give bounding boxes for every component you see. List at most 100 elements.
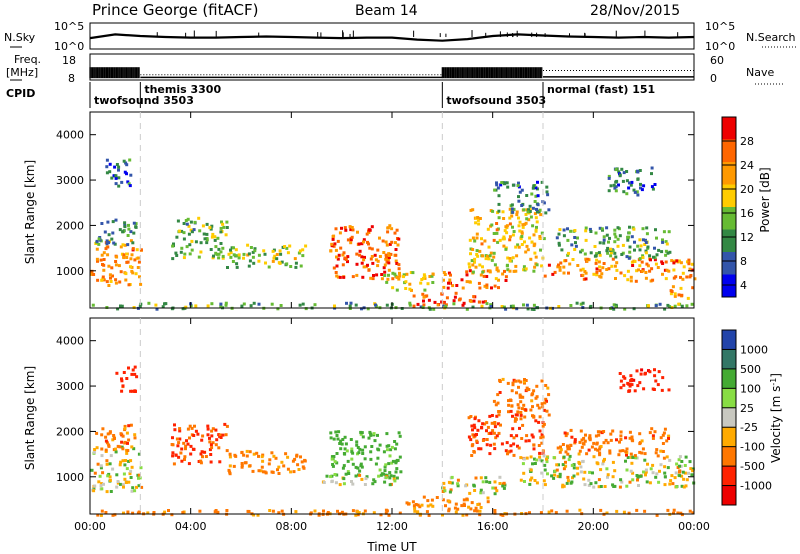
data-cell bbox=[422, 299, 425, 303]
data-cell bbox=[271, 259, 275, 263]
data-cell bbox=[523, 378, 526, 381]
data-cell bbox=[653, 374, 657, 378]
data-cell bbox=[621, 243, 625, 247]
data-cell bbox=[473, 489, 477, 492]
data-cell bbox=[531, 462, 534, 466]
data-cell bbox=[111, 513, 115, 517]
data-cell bbox=[524, 408, 528, 412]
data-cell bbox=[485, 283, 489, 287]
data-cell bbox=[497, 286, 500, 290]
data-cell bbox=[537, 406, 541, 410]
data-cell bbox=[672, 511, 675, 515]
data-cell bbox=[602, 430, 606, 433]
data-cell bbox=[129, 265, 132, 269]
data-cell bbox=[638, 257, 642, 261]
data-cell bbox=[450, 481, 454, 485]
colorbar-tick-label: 16 bbox=[740, 207, 754, 220]
data-cell bbox=[496, 186, 500, 190]
data-cell bbox=[118, 228, 122, 232]
data-cell bbox=[114, 450, 118, 454]
data-cell bbox=[215, 438, 219, 442]
data-cell bbox=[524, 439, 528, 443]
data-cell bbox=[509, 398, 512, 402]
data-cell bbox=[360, 431, 364, 435]
data-cell bbox=[584, 257, 588, 261]
data-cell bbox=[644, 238, 647, 242]
data-cell bbox=[585, 452, 589, 456]
data-cell bbox=[100, 482, 104, 486]
data-cell bbox=[303, 458, 307, 462]
data-cell bbox=[652, 255, 655, 259]
data-cell bbox=[361, 452, 365, 455]
data-cell bbox=[177, 455, 181, 459]
data-cell bbox=[412, 294, 416, 298]
data-cell bbox=[470, 259, 474, 263]
data-cell bbox=[615, 268, 619, 272]
data-cell bbox=[167, 509, 170, 512]
data-cell bbox=[587, 448, 591, 452]
data-cell bbox=[130, 445, 134, 449]
data-cell bbox=[517, 446, 521, 450]
data-cell bbox=[651, 463, 655, 467]
data-cell bbox=[518, 426, 521, 430]
data-cell bbox=[515, 254, 519, 258]
data-cell bbox=[512, 436, 516, 440]
data-cell bbox=[390, 461, 394, 465]
data-cell bbox=[566, 238, 570, 242]
data-cell bbox=[517, 245, 521, 249]
data-cell bbox=[277, 465, 281, 469]
data-cell bbox=[654, 451, 658, 455]
data-cell bbox=[101, 263, 104, 266]
data-cell bbox=[585, 259, 589, 263]
data-cell bbox=[638, 264, 642, 268]
data-cell bbox=[137, 510, 141, 514]
data-cell bbox=[123, 440, 127, 444]
data-cell bbox=[490, 414, 494, 417]
data-cell bbox=[666, 251, 670, 255]
data-cell bbox=[530, 240, 534, 244]
data-cell bbox=[129, 389, 133, 393]
data-cell bbox=[595, 252, 599, 256]
data-cell bbox=[618, 440, 621, 444]
data-cell bbox=[184, 219, 188, 222]
data-cell bbox=[189, 220, 193, 224]
data-cell bbox=[521, 225, 525, 229]
data-cell bbox=[371, 277, 375, 281]
data-cell bbox=[228, 472, 232, 476]
data-cell bbox=[358, 469, 362, 473]
data-cell bbox=[485, 438, 489, 441]
data-cell bbox=[626, 381, 630, 385]
data-cell bbox=[611, 460, 615, 464]
data-cell bbox=[125, 451, 129, 455]
data-cell bbox=[131, 368, 135, 372]
data-cell bbox=[514, 417, 517, 421]
data-cell bbox=[594, 261, 598, 265]
data-cell bbox=[441, 513, 444, 517]
data-cell bbox=[671, 482, 675, 486]
data-cell bbox=[122, 253, 126, 257]
data-cell bbox=[427, 298, 431, 302]
data-cell bbox=[569, 229, 573, 233]
data-cell bbox=[613, 484, 617, 488]
data-cell bbox=[365, 475, 369, 479]
data-cell bbox=[597, 478, 601, 482]
data-cell bbox=[527, 388, 531, 391]
data-cell bbox=[248, 450, 252, 454]
data-cell bbox=[462, 498, 466, 502]
data-cell bbox=[358, 249, 362, 253]
data-cell bbox=[536, 194, 540, 198]
data-cell bbox=[252, 261, 256, 265]
data-cell bbox=[242, 302, 246, 306]
data-cell bbox=[504, 449, 508, 453]
data-cell bbox=[538, 208, 542, 212]
data-cell bbox=[335, 434, 339, 437]
data-cell bbox=[465, 497, 469, 501]
data-cell bbox=[93, 484, 97, 488]
data-cell bbox=[594, 231, 598, 235]
data-cell bbox=[354, 303, 358, 307]
data-cell bbox=[580, 445, 584, 449]
data-cell bbox=[581, 301, 585, 305]
data-cell bbox=[95, 247, 99, 251]
data-cell bbox=[602, 241, 606, 245]
